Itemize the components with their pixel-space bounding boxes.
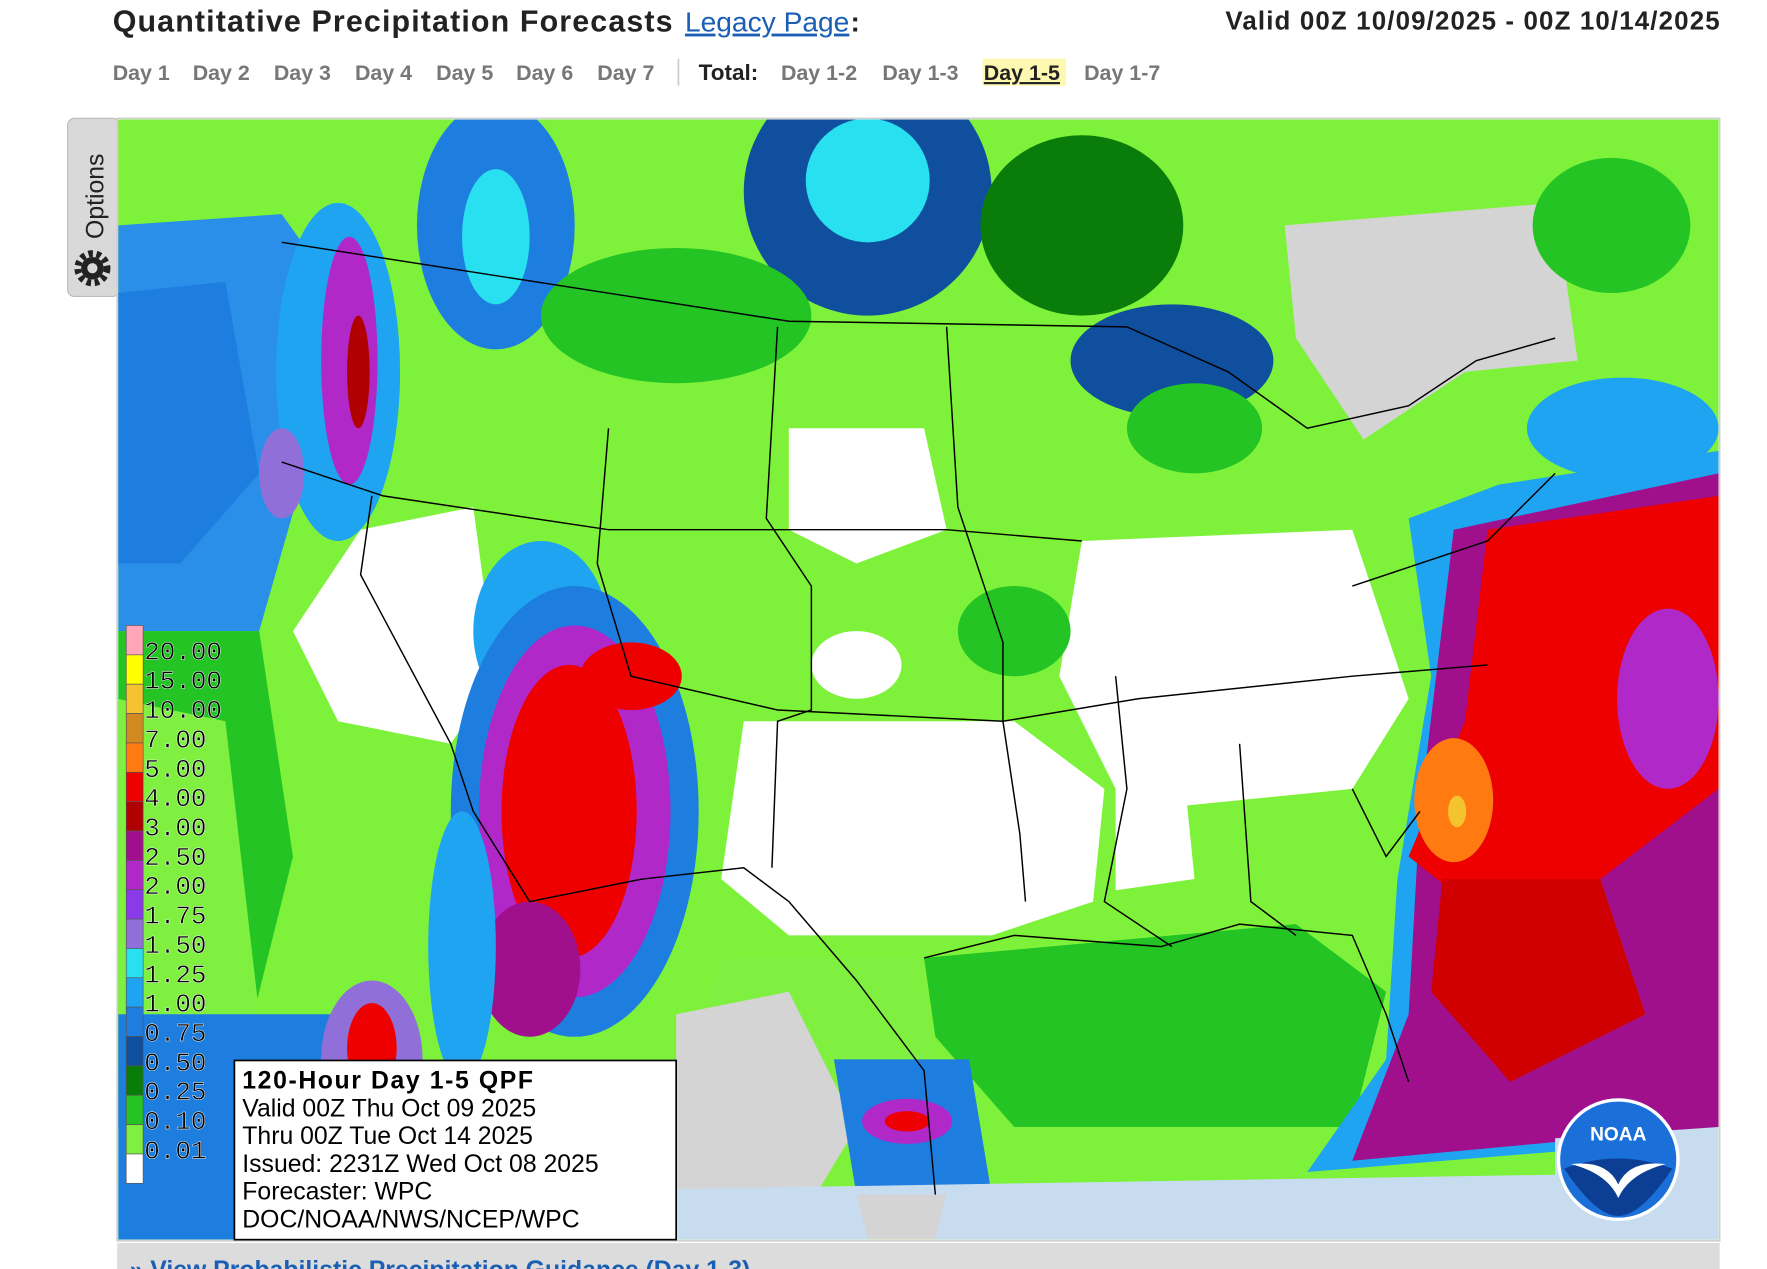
legend-swatch [125, 1065, 144, 1096]
total-tab[interactable]: Day 1-3 [882, 61, 958, 85]
legend-swatch [125, 683, 144, 714]
legend-label: 2.00 [144, 872, 206, 902]
total-tab[interactable]: Day 1-5 [984, 61, 1060, 85]
day-tab[interactable]: Day 5 [436, 61, 493, 85]
legend-swatch [125, 918, 144, 949]
legend-label: 10.00 [144, 696, 222, 726]
info-line: Issued: 2231Z Wed Oct 08 2025 [242, 1151, 598, 1178]
tab-bar: Day 1 Day 2 Day 3 Day 4 Day 5 Day 6 Day 7 Total… [113, 58, 1160, 86]
legend-swatch [125, 1153, 144, 1184]
legend-label: 5.00 [144, 755, 206, 785]
legend-label: 4.00 [144, 784, 206, 814]
options-label: Options [83, 154, 110, 239]
color-legend: 20.0015.0010.007.005.004.003.002.502.001… [125, 625, 222, 1184]
total-tab[interactable]: Day 1-7 [1084, 61, 1160, 85]
day-tab[interactable]: Day 3 [274, 61, 331, 85]
gear-icon [74, 250, 111, 287]
legend-swatch [125, 977, 144, 1008]
legend-swatch [125, 801, 144, 832]
legend-swatch [125, 948, 144, 979]
map-frame [116, 117, 1721, 1242]
legend-label: 0.50 [144, 1048, 206, 1078]
legend-label: 15.00 [144, 667, 222, 697]
legend-label: 1.50 [144, 931, 206, 961]
legend-label: 7.00 [144, 725, 206, 755]
legend-swatch [125, 830, 144, 861]
legend-label: 0.10 [144, 1107, 206, 1137]
legend-label: 1.75 [144, 902, 206, 932]
legend-swatch [125, 1124, 144, 1155]
info-line: Valid 00Z Thu Oct 09 2025 [242, 1095, 536, 1122]
noaa-logo[interactable]: NOAA [1556, 1098, 1680, 1222]
legend-label: 1.00 [144, 990, 206, 1020]
legend-label: 1.25 [144, 960, 206, 990]
day-tab[interactable]: Day 2 [193, 61, 250, 85]
legend-swatch [125, 771, 144, 802]
selected-tab-bg [982, 58, 1067, 86]
valid-period: Valid 00Z 10/09/2025 - 00Z 10/14/2025 [1225, 7, 1720, 35]
logo-text: NOAA [1590, 1124, 1647, 1145]
legend-swatch [125, 1006, 144, 1037]
info-line: DOC/NOAA/NWS/NCEP/WPC [242, 1206, 579, 1233]
legend-swatch [125, 860, 144, 891]
legend-swatch [125, 654, 144, 685]
legend-label: 3.00 [144, 814, 206, 844]
legend-swatch [125, 889, 144, 920]
legend-label: 0.25 [144, 1078, 206, 1108]
options-tab[interactable]: Options [67, 117, 121, 297]
legend-swatch [125, 742, 144, 773]
info-line: Thru 00Z Tue Oct 14 2025 [242, 1123, 533, 1150]
legend-label: 20.00 [144, 637, 222, 667]
legacy-link[interactable]: Legacy Page [685, 6, 849, 38]
logo-bird [1570, 1163, 1666, 1198]
info-box [233, 1059, 677, 1241]
legend-swatch [125, 1094, 144, 1125]
day-tab[interactable]: Day 4 [355, 61, 412, 85]
footer-link[interactable]: » View Probabilistic Precipitation Guida… [130, 1257, 751, 1269]
total-tab[interactable]: Day 1-2 [781, 61, 857, 85]
page-title: Quantitative Precipitation Forecasts [113, 5, 674, 39]
footer-bar [117, 1243, 1720, 1269]
legend-swatch [125, 625, 144, 656]
legend-swatch [125, 1036, 144, 1067]
total-label: Total: [699, 60, 759, 85]
legend-label: 0.75 [144, 1019, 206, 1049]
info-line: Forecaster: WPC [242, 1179, 432, 1206]
day-tab[interactable]: Day 6 [516, 61, 573, 85]
legend-swatch [125, 713, 144, 744]
day-tab[interactable]: Day 1 [113, 61, 170, 85]
colon: : [850, 6, 859, 38]
legend-label: 0.01 [144, 1136, 206, 1166]
legend-label: 2.50 [144, 843, 206, 873]
info-title: 120-Hour Day 1-5 QPF [242, 1068, 533, 1095]
day-tab[interactable]: Day 7 [597, 61, 654, 85]
